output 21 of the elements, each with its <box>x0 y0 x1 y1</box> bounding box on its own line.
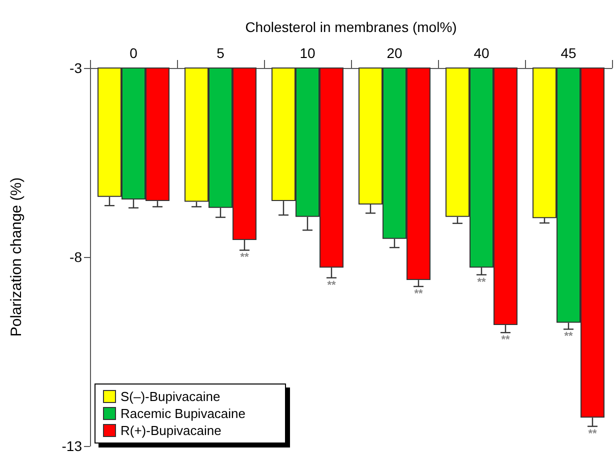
x-tick-label: 0 <box>130 45 138 61</box>
x-tick-label: 45 <box>560 45 576 61</box>
y-tick-label: -8 <box>70 249 82 265</box>
x-tick-label: 40 <box>474 45 490 61</box>
legend-label: R(+)-Bupivacaine <box>120 423 222 438</box>
y-tick-label: -3 <box>70 60 82 76</box>
legend-label: S(–)-Bupivacaine <box>120 389 220 404</box>
legend-label: Racemic Bupivacaine <box>120 406 246 421</box>
x-tick-label: 20 <box>386 45 402 61</box>
data-label: ** <box>564 330 574 343</box>
x-tick-label: 10 <box>300 45 316 61</box>
data-label: ** <box>240 252 250 264</box>
data-label: ** <box>477 276 486 288</box>
data-label: ** <box>501 334 510 346</box>
data-label: ** <box>327 279 336 292</box>
y-tick-label: -13 <box>62 438 82 453</box>
data-label: ** <box>588 428 598 440</box>
y-axis-title: Polarization change (%) <box>8 177 25 337</box>
x-tick-label: 5 <box>216 45 225 61</box>
x-axis-title: Cholesterol in membranes (mol%) <box>245 19 457 35</box>
data-label: ** <box>414 288 424 300</box>
